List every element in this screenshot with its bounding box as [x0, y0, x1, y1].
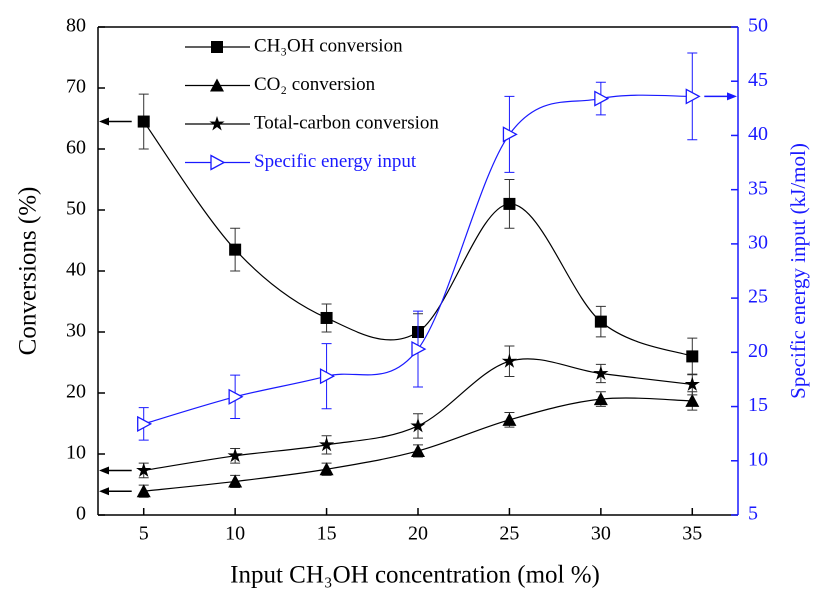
marker — [411, 340, 427, 358]
axis-arrow-head — [727, 92, 737, 101]
x-axis-label: Input CH₃OH concentration (mol %) — [230, 562, 600, 589]
x-tick-label: 5 — [139, 523, 149, 545]
marker — [501, 353, 517, 368]
legend-label: Total-carbon conversion — [254, 112, 439, 133]
marker — [319, 368, 335, 385]
y2-tick-label: 10 — [748, 448, 768, 470]
series — [137, 93, 699, 376]
marker — [685, 393, 700, 407]
y-tick-label: 10 — [66, 442, 86, 464]
marker — [684, 376, 700, 391]
marker — [137, 415, 153, 432]
marker — [685, 88, 701, 105]
x-tick-label: 20 — [408, 523, 428, 545]
marker — [136, 484, 151, 498]
series — [136, 391, 700, 498]
y-tick-label: 70 — [66, 76, 86, 98]
marker — [686, 350, 699, 363]
marker — [594, 90, 610, 107]
y-axis-label: Conversions (%) — [15, 187, 42, 356]
legend-label: CH₃OH conversion — [254, 35, 403, 56]
y-tick-label: 80 — [66, 15, 86, 37]
x-tick-label: 30 — [591, 523, 611, 545]
x-tick-label: 10 — [225, 523, 245, 545]
axis-arrow-head — [99, 466, 109, 475]
marker — [320, 311, 333, 324]
marker — [137, 115, 150, 128]
y-tick-label: 0 — [76, 503, 86, 525]
marker — [593, 392, 608, 406]
y2-tick-label: 40 — [748, 123, 768, 145]
marker — [319, 436, 335, 452]
y-tick-label: 40 — [66, 259, 86, 281]
y2-tick-label: 25 — [748, 286, 768, 308]
marker — [502, 126, 518, 143]
marker — [503, 197, 516, 210]
marker — [210, 78, 224, 92]
marker — [411, 443, 425, 457]
y2-axis-label: Specific energy input (kJ/mol) — [786, 143, 810, 399]
marker — [228, 474, 243, 488]
y-tick-label: 30 — [66, 320, 86, 342]
marker — [229, 243, 242, 256]
marker — [136, 462, 152, 477]
marker — [410, 417, 426, 433]
marker — [211, 41, 223, 53]
marker — [593, 365, 609, 380]
y-tick-label: 20 — [66, 381, 86, 403]
marker — [228, 388, 244, 405]
marker — [502, 412, 517, 426]
marker — [594, 315, 607, 328]
marker — [209, 116, 225, 131]
legend-label: CO₂ conversion — [254, 74, 376, 95]
x-tick-label: 25 — [499, 523, 519, 545]
y2-tick-label: 50 — [748, 15, 768, 37]
y2-tick-label: 20 — [748, 340, 768, 362]
y2-tick-label: 45 — [748, 69, 768, 91]
series — [137, 52, 701, 441]
legend-label: Specific energy input — [254, 151, 417, 172]
y-tick-label: 60 — [66, 137, 86, 159]
y2-tick-label: 30 — [748, 231, 768, 253]
axis-arrow-head — [99, 487, 109, 496]
y2-tick-label: 35 — [748, 177, 768, 199]
y2-tick-label: 15 — [748, 394, 768, 416]
marker — [210, 154, 226, 171]
marker — [319, 462, 334, 476]
y2-tick-label: 5 — [748, 503, 758, 525]
axis-arrow-head — [99, 117, 109, 126]
x-tick-label: 35 — [682, 523, 702, 545]
x-tick-label: 15 — [317, 523, 337, 545]
y-tick-label: 50 — [66, 198, 86, 220]
series — [136, 345, 700, 479]
marker — [227, 447, 243, 463]
